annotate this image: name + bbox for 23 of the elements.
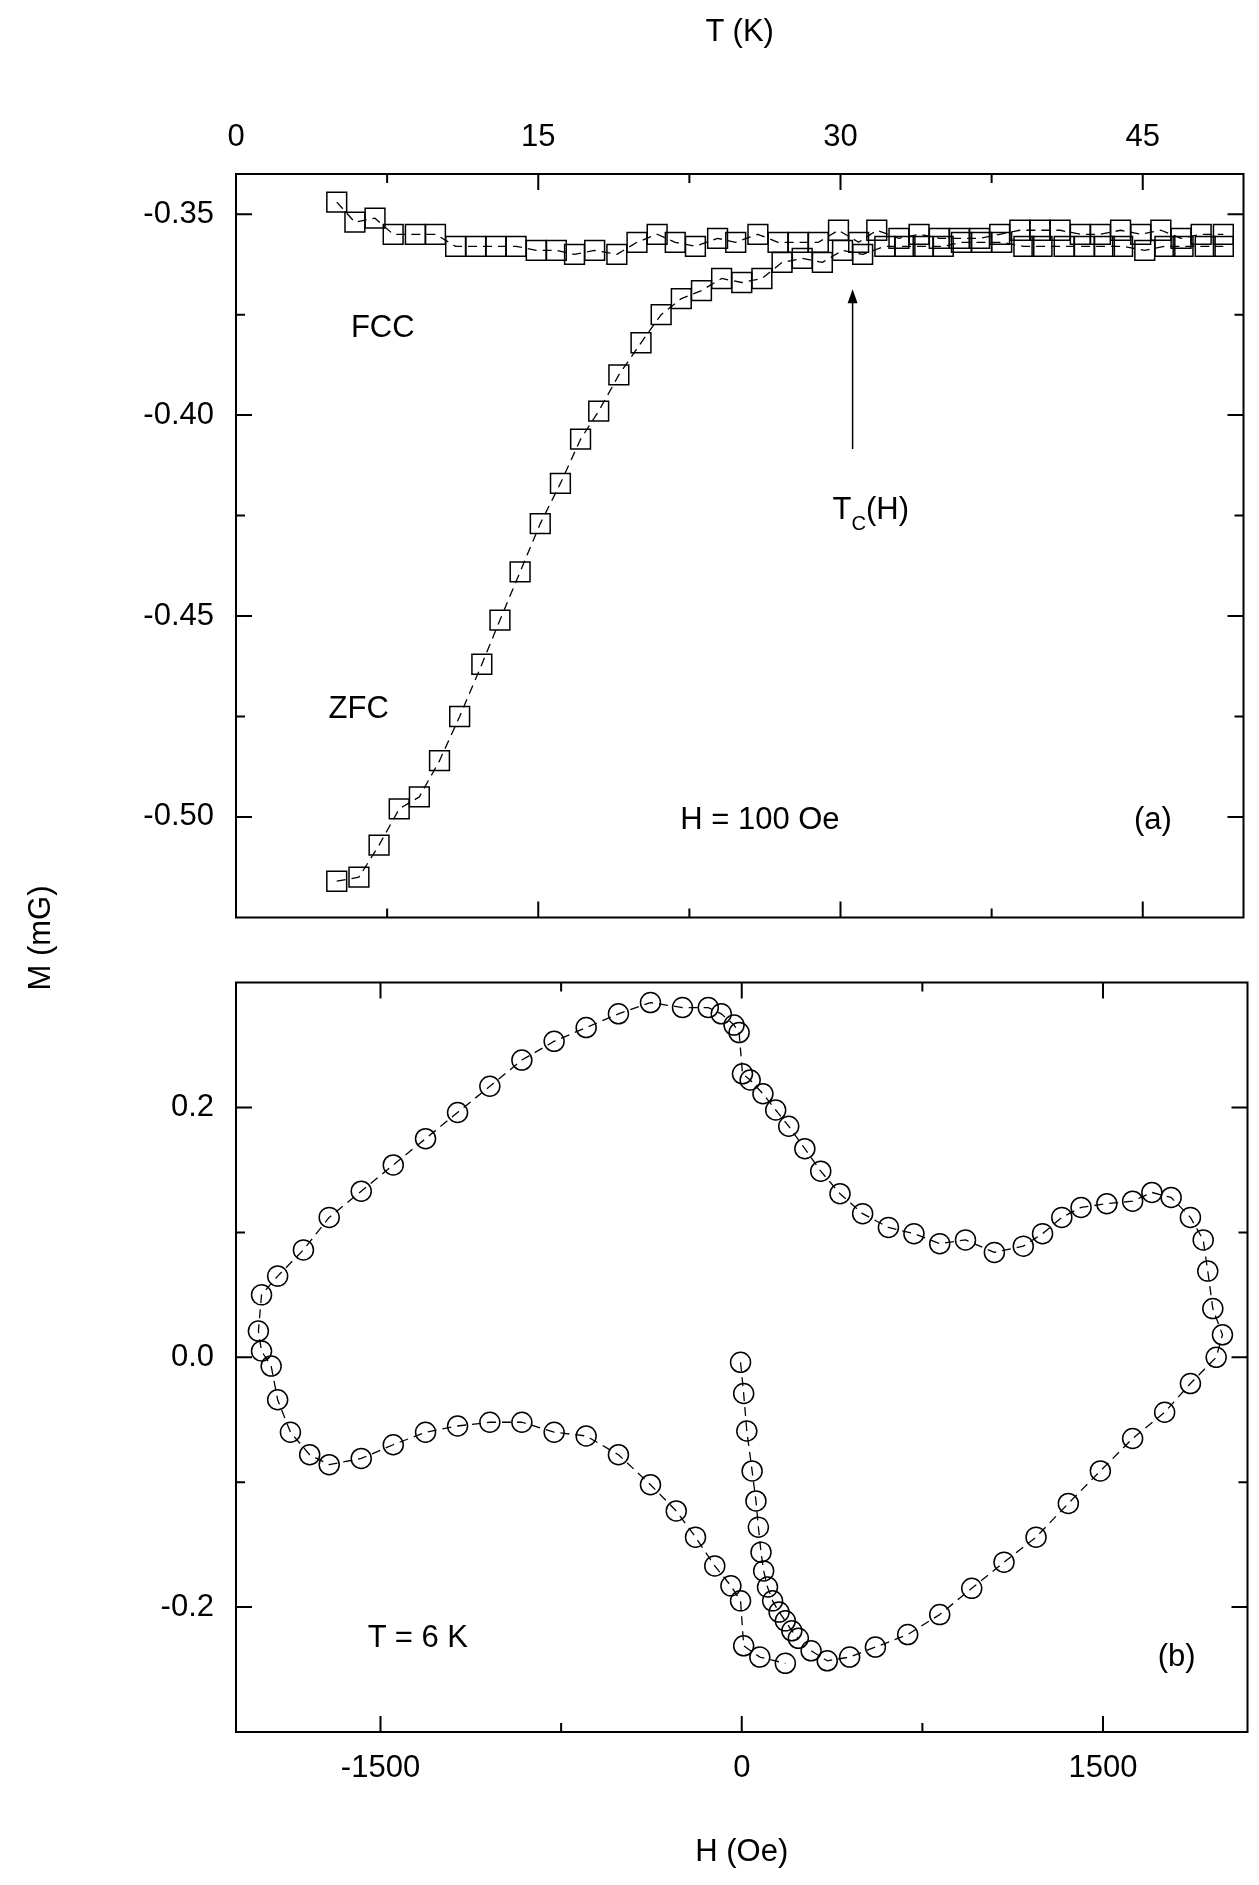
y-tick-label: -0.50 — [143, 797, 214, 833]
series-label: FCC — [350, 308, 415, 344]
x-axis-title: H (Oe) — [695, 1832, 789, 1868]
y-tick-label: 0.0 — [170, 1337, 214, 1373]
annotation: H = 100 Oe — [680, 801, 840, 837]
series-label: ZFC — [328, 689, 389, 725]
x-tick-label: 0 — [227, 117, 245, 153]
y-tick-label: -0.35 — [143, 194, 214, 230]
x-tick-label: 30 — [823, 117, 858, 153]
x-tick-label: 0 — [733, 1749, 751, 1785]
x-tick-label: 15 — [521, 117, 556, 153]
annotation: (a) — [1133, 801, 1172, 837]
y-tick-label: -0.45 — [143, 596, 214, 632]
x-axis-title: T (K) — [705, 13, 774, 49]
annotation: T = 6 K — [367, 1618, 469, 1654]
x-tick-label: -1500 — [340, 1749, 421, 1785]
y-tick-label: -0.40 — [143, 395, 214, 431]
y-tick-label: -0.2 — [160, 1587, 214, 1623]
x-tick-label: 45 — [1125, 117, 1160, 153]
y-tick-label: 0.2 — [170, 1088, 214, 1124]
x-tick-label: 1500 — [1068, 1749, 1138, 1785]
y-axis-title: M (mG) — [22, 885, 58, 991]
annotation: (b) — [1157, 1637, 1196, 1673]
